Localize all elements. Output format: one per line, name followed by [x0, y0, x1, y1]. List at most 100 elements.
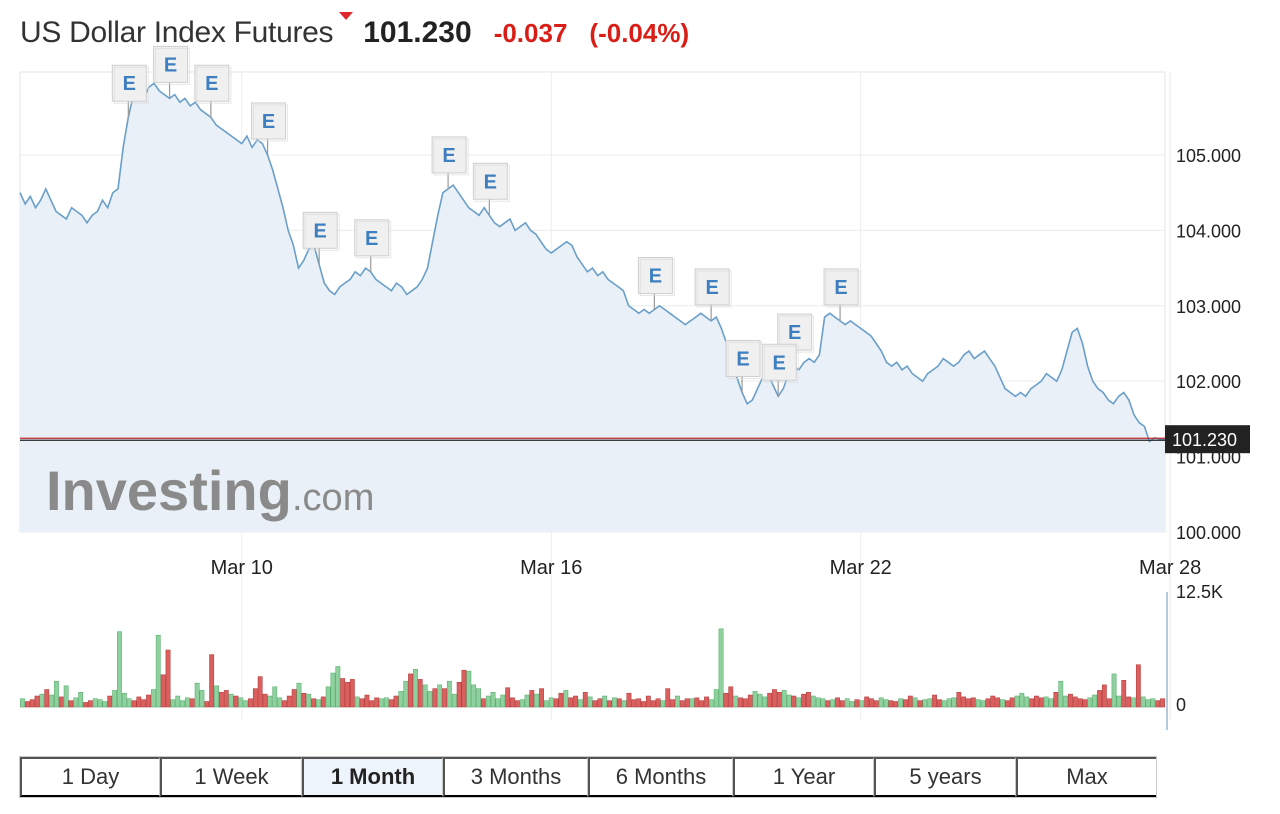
price-area-fill — [20, 83, 1165, 533]
volume-bar — [675, 695, 680, 708]
range-tab-1-month[interactable]: 1 Month — [302, 757, 443, 797]
event-marker-shadow — [304, 213, 340, 251]
volume-bar — [131, 700, 137, 708]
range-tab-6-months[interactable]: 6 Months — [588, 757, 733, 797]
volume-bar — [92, 698, 98, 708]
volume-bar — [985, 698, 991, 708]
current-price-tag: 101.230 — [1165, 425, 1250, 454]
range-tab-3-months[interactable]: 3 Months — [443, 757, 588, 797]
event-marker[interactable]: E — [431, 136, 469, 189]
event-marker[interactable]: E — [637, 257, 675, 310]
volume-bar — [519, 699, 525, 708]
volume-bar — [29, 699, 35, 708]
volume-bar — [170, 699, 176, 708]
volume-bar — [839, 700, 845, 708]
volume-bar — [291, 689, 297, 708]
volume-bar — [398, 691, 404, 708]
event-marker[interactable]: E — [694, 268, 732, 321]
volume-bar — [345, 681, 350, 708]
volume-bar — [781, 690, 787, 708]
volume-bar — [844, 698, 850, 708]
volume-bar — [641, 701, 646, 708]
volume-bar — [810, 695, 816, 708]
event-marker-label: E — [773, 352, 786, 374]
event-marker[interactable]: E — [111, 64, 149, 118]
current-price-line — [20, 437, 1165, 441]
event-marker[interactable]: E — [153, 45, 191, 99]
volume-bar — [243, 700, 249, 708]
event-marker[interactable]: E — [251, 102, 289, 155]
range-tab-max[interactable]: Max — [1016, 757, 1156, 797]
volume-bar — [888, 700, 894, 708]
volume-bar — [393, 695, 399, 708]
volume-bar — [1087, 697, 1093, 708]
event-marker-box — [431, 136, 467, 174]
event-marker[interactable]: E — [302, 211, 340, 265]
volume-bar — [510, 697, 515, 708]
volume-bar — [524, 694, 530, 708]
event-marker[interactable]: E — [761, 343, 799, 397]
event-marker[interactable]: E — [777, 313, 815, 367]
volume-bar — [869, 698, 874, 708]
event-marker-box — [111, 64, 147, 102]
volume-bar — [199, 690, 205, 708]
range-tab-5-years[interactable]: 5 years — [874, 757, 1016, 797]
event-marker[interactable]: E — [823, 268, 861, 321]
event-marker-shadow — [155, 47, 191, 85]
volume-bar — [349, 679, 355, 708]
volume-bar — [699, 700, 705, 708]
volume-bar — [1034, 695, 1039, 708]
event-marker[interactable]: E — [354, 219, 392, 272]
event-marker-shadow — [639, 259, 675, 297]
volume-bar — [209, 654, 215, 708]
volume-bar — [369, 700, 375, 708]
volume-bar — [374, 697, 380, 708]
volume-bar — [1082, 699, 1088, 708]
volume-bar — [733, 695, 739, 708]
event-marker[interactable]: E — [725, 339, 763, 393]
event-marker[interactable]: E — [194, 64, 232, 118]
volume-bar — [907, 695, 913, 708]
volume-bar — [340, 678, 346, 708]
volume-bar — [1029, 698, 1035, 708]
date-axis-label: Mar 16 — [520, 557, 582, 579]
volume-bar — [776, 692, 782, 708]
volume-bar — [655, 698, 661, 708]
volume-bar — [1068, 693, 1073, 708]
volume-bar — [228, 693, 234, 708]
event-marker-label: E — [442, 145, 455, 167]
volume-bar — [864, 696, 870, 708]
volume-bar — [1043, 696, 1049, 708]
volume-bar — [849, 701, 855, 708]
volume-bar — [296, 682, 302, 708]
range-tab-1-week[interactable]: 1 Week — [160, 757, 302, 797]
volume-bar — [151, 689, 156, 708]
volume-bar — [1077, 698, 1083, 708]
volume-bar — [461, 669, 467, 708]
range-tab-1-year[interactable]: 1 Year — [733, 757, 874, 797]
volume-bar — [558, 692, 564, 708]
price-axis-label: 105.000 — [1176, 146, 1241, 166]
volume-bar — [961, 696, 967, 708]
volume-bar — [97, 699, 103, 708]
volume-bar — [248, 698, 253, 708]
volume-bar — [218, 692, 224, 708]
volume-bar — [1126, 696, 1132, 708]
watermark-brand: Investing — [46, 459, 292, 522]
volume-axis-label-max: 12.5K — [1176, 582, 1223, 602]
volume-bar — [354, 696, 360, 708]
volume-bar — [650, 700, 656, 708]
volume-bar — [616, 698, 622, 708]
quote-header: US Dollar Index Futures 101.230 -0.037 (… — [20, 12, 711, 60]
volume-bar — [155, 634, 161, 708]
event-marker[interactable]: E — [472, 162, 510, 216]
volume-bar — [403, 680, 409, 708]
range-tab-1-day[interactable]: 1 Day — [20, 757, 160, 797]
volume-bar — [970, 697, 976, 708]
volume-bar — [548, 697, 554, 708]
volume-bar — [413, 669, 418, 708]
volume-bar — [1058, 680, 1064, 708]
volume-bar — [796, 697, 802, 708]
